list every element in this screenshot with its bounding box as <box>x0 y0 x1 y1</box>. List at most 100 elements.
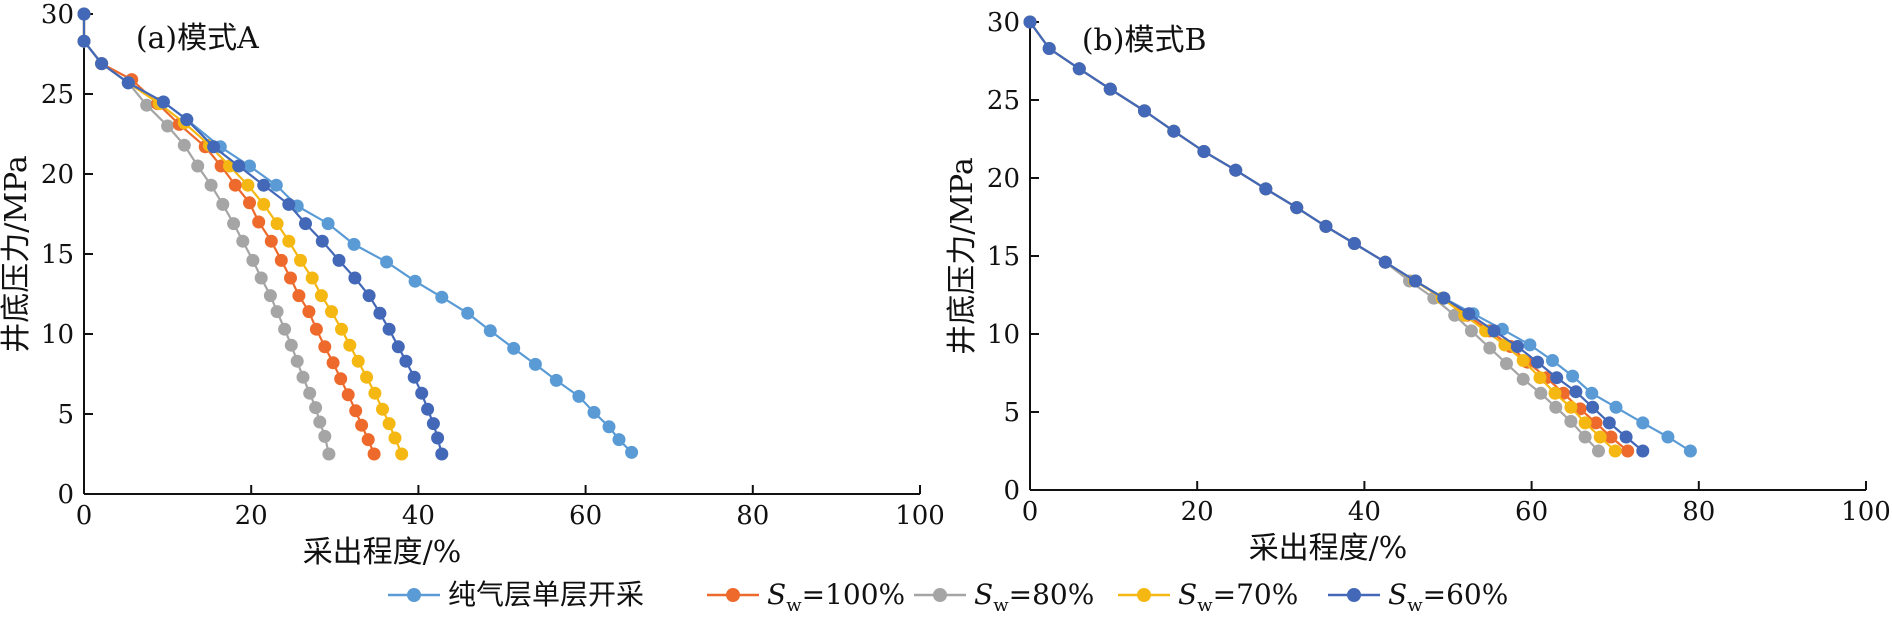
data-point-pure <box>587 405 601 419</box>
data-point-sw70 <box>395 447 409 461</box>
data-point-sw80 <box>254 271 268 285</box>
data-point-pure <box>1609 400 1623 414</box>
series-line-sw100 <box>1029 21 1629 452</box>
data-point-sw100 <box>292 289 306 303</box>
data-point-sw80 <box>246 253 260 267</box>
data-point-sw60 <box>121 76 135 90</box>
series-line-sw70 <box>1029 21 1616 452</box>
legend-label: Sw=60% <box>1388 578 1508 616</box>
y-axis-title: 井底压力/MPa <box>0 155 34 353</box>
x-tick-label: 0 <box>76 501 93 531</box>
y-tick-label: 10 <box>987 320 1020 350</box>
series-sw100 <box>77 7 381 461</box>
data-point-sw80 <box>177 138 191 152</box>
data-point-sw70 <box>335 322 348 336</box>
legend-marker <box>726 588 740 602</box>
data-point-sw60 <box>1636 444 1650 458</box>
data-point-pure <box>243 159 256 173</box>
data-point-pure <box>602 420 616 434</box>
y-tick-label: 30 <box>41 0 74 30</box>
data-point-sw60 <box>332 253 346 267</box>
data-point-sw80 <box>1578 430 1592 444</box>
y-tick-label: 20 <box>987 164 1020 194</box>
data-point-pure <box>1523 338 1537 352</box>
data-point-sw70 <box>314 289 328 303</box>
data-point-sw80 <box>284 338 298 352</box>
data-point-sw70 <box>1516 354 1530 367</box>
x-tick-label: 20 <box>1181 497 1214 527</box>
data-point-sw70 <box>368 386 382 400</box>
data-point-sw80 <box>1534 386 1548 400</box>
legend-subscript: w <box>1197 595 1213 616</box>
data-point-sw60 <box>421 402 435 416</box>
legend-value: =80% <box>1009 578 1095 611</box>
x-tick-label: 60 <box>569 501 602 531</box>
data-point-sw60 <box>1437 291 1451 305</box>
data-point-sw60 <box>180 113 194 127</box>
y-tick-label: 25 <box>41 80 74 110</box>
data-point-sw60 <box>431 431 445 445</box>
x-tick-label: 60 <box>1515 497 1548 527</box>
data-point-sw70 <box>382 417 396 431</box>
y-tick-label: 20 <box>41 160 74 190</box>
y-axis-title: 井底压力/MPa <box>945 157 980 355</box>
legend-subscript: w <box>993 595 1009 616</box>
data-point-pure <box>461 306 475 320</box>
data-point-pure <box>1585 386 1599 400</box>
data-point-sw60 <box>1378 255 1392 269</box>
data-point-sw100 <box>228 178 242 192</box>
data-point-sw60 <box>1197 145 1211 158</box>
data-point-sw80 <box>1516 372 1530 386</box>
series-line-sw80 <box>82 14 330 455</box>
series-sw60 <box>77 7 449 461</box>
data-point-pure <box>321 217 335 231</box>
data-point-sw80 <box>1464 324 1478 338</box>
data-point-pure <box>435 290 449 304</box>
data-point-sw70 <box>282 234 296 248</box>
data-point-pure <box>1636 416 1650 430</box>
data-point-sw60 <box>1103 82 1117 96</box>
data-point-sw100 <box>1589 416 1603 430</box>
y-tick-label: 25 <box>987 86 1020 116</box>
y-tick-label: 15 <box>987 242 1020 272</box>
data-point-sw80 <box>1500 357 1513 371</box>
data-point-sw100 <box>341 388 355 402</box>
legend-item-sw80: Sw=80% <box>914 578 1094 616</box>
data-point-sw60 <box>1290 201 1304 215</box>
data-point-sw70 <box>1533 371 1547 385</box>
data-point-sw80 <box>313 415 327 429</box>
data-point-sw70 <box>305 271 319 285</box>
data-point-sw100 <box>1604 430 1618 444</box>
data-point-sw80 <box>191 159 205 173</box>
data-point-pure <box>1566 369 1580 383</box>
data-point-sw100 <box>361 433 375 447</box>
data-point-sw100 <box>334 372 348 386</box>
data-point-sw60 <box>382 322 396 336</box>
legend-marker <box>1137 588 1151 602</box>
data-point-sw60 <box>1531 355 1544 369</box>
data-point-pure <box>507 341 521 355</box>
data-point-sw70 <box>270 217 284 231</box>
data-point-sw100 <box>284 271 297 285</box>
data-point-sw100 <box>1621 444 1635 458</box>
data-point-sw60 <box>315 234 329 248</box>
data-point-pure <box>408 274 422 288</box>
data-point-pure <box>269 178 283 192</box>
data-point-sw80 <box>318 429 332 443</box>
data-point-sw80 <box>296 370 310 384</box>
legend-symbol: S <box>767 578 786 611</box>
legend-symbol: S <box>1178 578 1197 611</box>
data-point-sw60 <box>299 217 312 231</box>
data-point-sw60 <box>1462 307 1476 321</box>
data-point-sw80 <box>1549 400 1563 414</box>
legend-marker <box>407 588 421 602</box>
data-point-pure <box>549 373 563 387</box>
data-point-sw100 <box>252 215 266 229</box>
data-point-sw60 <box>391 340 405 354</box>
data-point-sw60 <box>1602 416 1616 430</box>
data-point-sw60 <box>407 370 421 384</box>
data-point-sw60 <box>1229 163 1243 177</box>
data-point-sw70 <box>343 338 357 352</box>
legend-label: Sw=100% <box>767 578 905 616</box>
y-tick-label: 15 <box>41 240 74 270</box>
